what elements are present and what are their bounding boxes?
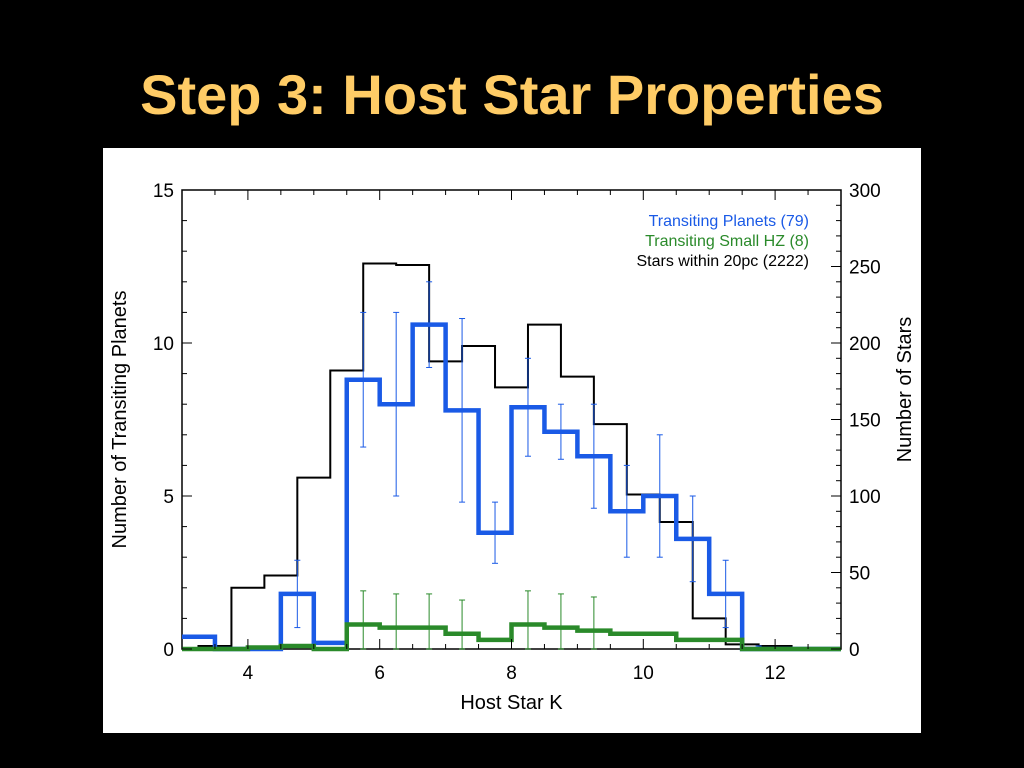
y-left-tick-label: 10 <box>153 334 174 355</box>
y-right-tick-label: 0 <box>849 640 860 661</box>
y-right-tick-label: 150 <box>849 411 881 432</box>
y-left-tick-label: 5 <box>163 487 174 508</box>
y-right-axis-label: Number of Stars <box>894 317 916 463</box>
x-axis-label: Host Star K <box>460 692 563 714</box>
x-tick-label: 12 <box>765 663 786 684</box>
axis-labels: Host Star K Number of Transiting Planets N… <box>109 291 916 714</box>
chart-panel: 4 6 8 10 12 0 5 10 15 0 50 100 150 200 250 300 Host Sta… <box>103 148 921 733</box>
y-left-axis-label: Number of Transiting Planets <box>109 291 131 549</box>
y-right-tick-label: 100 <box>849 487 881 508</box>
small-hz-histogram-line <box>182 622 841 652</box>
x-tick-label: 6 <box>374 663 385 684</box>
legend-entry: Stars within 20pc (2222) <box>636 253 809 270</box>
y-left-tick-label: 0 <box>163 640 174 661</box>
legend-entry: Transiting Small HZ (8) <box>645 233 809 250</box>
planets-histogram-line <box>182 322 841 652</box>
x-tick-label: 8 <box>506 663 517 684</box>
y-right-tick-label: 300 <box>849 181 881 202</box>
y-right-tick-label: 50 <box>849 564 870 585</box>
legend-entry: Transiting Planets (79) <box>649 213 809 230</box>
legend: Transiting Planets (79) Transiting Small … <box>636 213 809 270</box>
x-tick-label: 4 <box>243 663 254 684</box>
y-right-tick-label: 200 <box>849 334 881 355</box>
planets-series <box>182 281 841 652</box>
y-left-tick-label: 15 <box>153 181 174 202</box>
small-hz-series <box>182 590 841 652</box>
slide-title: Step 3: Host Star Properties <box>140 63 884 126</box>
y-right-tick-label: 250 <box>849 258 881 279</box>
x-tick-label: 10 <box>633 663 654 684</box>
